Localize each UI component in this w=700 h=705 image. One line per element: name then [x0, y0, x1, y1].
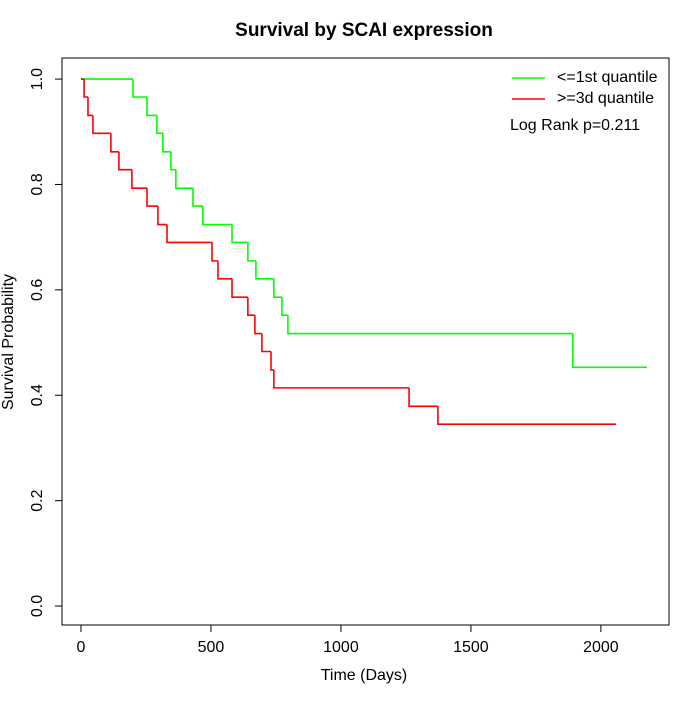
km-step — [281, 297, 288, 316]
km-step — [110, 133, 119, 153]
km-step — [211, 242, 218, 262]
y-tick-label: 0.2 — [29, 489, 46, 511]
km-step — [166, 224, 212, 244]
km-step — [192, 188, 203, 207]
y-tick-label: 1.0 — [29, 68, 46, 90]
km-step — [146, 96, 157, 117]
annotation: Log Rank p=0.211 — [510, 117, 640, 134]
x-tick-label: 0 — [77, 639, 86, 656]
km-step — [217, 260, 233, 280]
km-step — [131, 169, 148, 189]
km-step — [287, 315, 573, 335]
km-step — [572, 333, 647, 369]
y-tick-label: 0.4 — [29, 384, 46, 406]
km-step — [270, 351, 274, 371]
km-step — [231, 224, 248, 244]
km-step — [247, 242, 256, 262]
chart-title: Survival by SCAI expression — [235, 20, 493, 41]
y-tick-label: 0.6 — [29, 279, 46, 301]
km-step — [146, 188, 158, 207]
km-step — [247, 297, 255, 316]
km-step — [118, 151, 132, 171]
km-step — [92, 115, 111, 135]
x-tick-label: 1000 — [323, 639, 359, 656]
km-step — [175, 169, 194, 189]
x-tick-label: 1500 — [453, 639, 489, 656]
km-step — [156, 115, 163, 135]
km-step — [162, 133, 171, 153]
km-step — [157, 206, 168, 226]
plot-frame — [61, 57, 670, 626]
y-tick-label: 0.0 — [29, 595, 46, 617]
x-tick-label: 500 — [198, 639, 225, 656]
km-step — [255, 260, 274, 280]
km-step — [273, 278, 282, 299]
y-tick-label: 0.8 — [29, 173, 46, 195]
km-step — [261, 333, 272, 353]
km-step — [202, 206, 233, 226]
km-step — [408, 387, 438, 408]
x-tick-label: 2000 — [583, 639, 619, 656]
km-step — [273, 369, 410, 389]
x-axis-label: Time (Days) — [321, 667, 408, 684]
km-step — [231, 278, 248, 299]
km-step — [132, 79, 148, 98]
km-step — [83, 79, 88, 98]
km-step — [87, 96, 93, 117]
km-step — [170, 151, 176, 171]
y-axis-label: Survival Probability — [0, 274, 17, 410]
km-step — [437, 406, 616, 426]
legend-label: >=3d quantile — [557, 90, 654, 107]
legend-label: <=1st quantile — [557, 69, 658, 86]
km-step — [254, 315, 262, 335]
